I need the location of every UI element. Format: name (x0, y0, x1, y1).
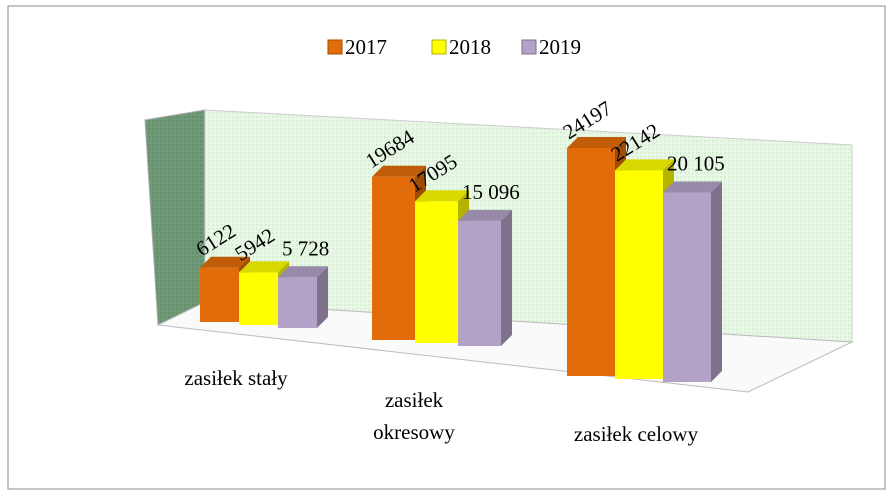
category-label: zasiłek stały (184, 366, 288, 390)
category-label: zasiłek okresowy (373, 388, 455, 444)
legend-swatch (521, 39, 537, 55)
bar (663, 192, 711, 382)
legend-swatch (327, 39, 343, 55)
data-label: 15 096 (462, 180, 520, 204)
bar-side (501, 209, 512, 346)
bar-top (663, 181, 722, 193)
bar (415, 201, 458, 343)
bar (458, 220, 501, 346)
bar-top (200, 256, 250, 268)
legend-label: 2019 (539, 35, 581, 59)
bar-side (711, 181, 722, 382)
bar-top (372, 165, 426, 177)
bar (615, 170, 663, 379)
data-label: 20 105 (667, 152, 725, 176)
bar (372, 176, 415, 340)
bar (200, 267, 239, 322)
bar (278, 277, 317, 328)
legend-swatch (431, 39, 447, 55)
legend-label: 2018 (449, 35, 491, 59)
bar (239, 272, 278, 325)
bar-top (458, 209, 512, 221)
bar-top (239, 261, 289, 273)
bar-top (278, 266, 328, 278)
bar-top (415, 190, 469, 202)
bar-top (567, 137, 626, 148)
category-label: zasiłek celowy (573, 422, 699, 446)
data-label: 5 728 (282, 236, 329, 260)
legend-label: 2017 (345, 35, 387, 59)
bar (567, 148, 615, 376)
bar-top (615, 159, 674, 171)
bar-side (317, 266, 328, 328)
